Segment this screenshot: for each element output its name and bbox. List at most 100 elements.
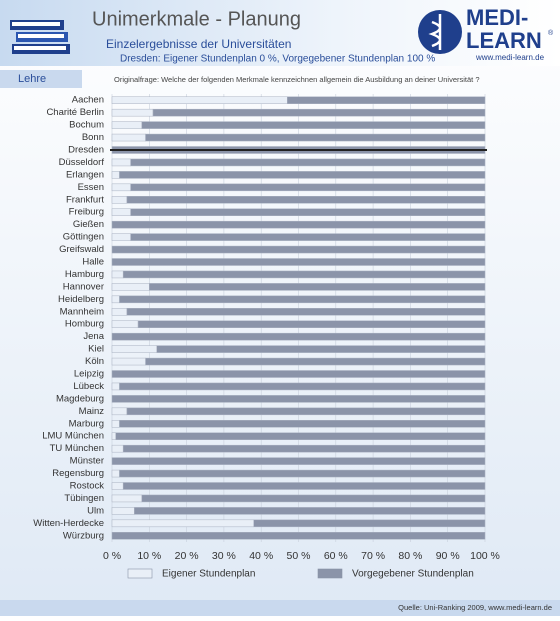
- y-tick-label: Erlangen: [66, 169, 104, 180]
- bar-segment: [253, 519, 486, 528]
- x-tick-label: 50 %: [287, 550, 311, 562]
- y-tick-label: Homburg: [65, 319, 104, 330]
- bar-segment: [149, 283, 486, 291]
- y-tick-label: Aachen: [72, 95, 104, 106]
- bar-segment: [111, 345, 158, 353]
- bar-segment: [111, 96, 288, 104]
- bar-segment: [111, 183, 131, 192]
- bar-segment: [122, 482, 486, 490]
- bar-segment: [111, 270, 124, 279]
- bar-segment: [111, 457, 486, 465]
- y-tick-label: Gießen: [73, 219, 104, 230]
- bar-segment: [156, 345, 486, 353]
- bar-segment: [126, 308, 486, 316]
- y-tick-label: Dresden: [68, 145, 104, 156]
- bar-segment: [111, 532, 486, 540]
- bar-segment: [119, 295, 486, 304]
- y-tick-label: Magdeburg: [56, 393, 104, 404]
- y-tick-label: Mainz: [79, 406, 105, 417]
- y-tick-label: Mannheim: [60, 306, 104, 317]
- y-tick-label: LMU München: [42, 431, 104, 442]
- y-tick-label: Würzburg: [63, 530, 104, 541]
- bar-segment: [111, 258, 486, 266]
- y-tick-label: Hannover: [63, 281, 104, 292]
- highlight-text: Dresden: Eigener Stundenplan 0 %, Vorgeg…: [120, 54, 435, 65]
- bar-segment: [111, 420, 120, 428]
- bar-segment: [141, 494, 486, 503]
- question: Originalfrage: Welche der folgenden Merk…: [114, 75, 480, 84]
- y-tick-label: Hamburg: [65, 269, 104, 280]
- bar-segment: [111, 494, 143, 503]
- section-band: [0, 70, 82, 88]
- y-tick-label: Charité Berlin: [46, 107, 104, 118]
- bar-segment: [152, 108, 486, 117]
- bar-segment: [122, 444, 486, 453]
- bar-segment: [130, 208, 486, 216]
- y-tick-label: Ulm: [87, 505, 104, 516]
- header-band: [0, 0, 560, 66]
- bar-segment: [111, 108, 154, 117]
- logo-mark: ®: [548, 29, 554, 37]
- logo-caduceus: [428, 14, 442, 50]
- y-tick-label: Greifswald: [59, 244, 104, 255]
- x-tick-label: 90 %: [436, 550, 460, 562]
- y-tick-label: Heidelberg: [58, 294, 104, 305]
- x-tick-label: 10 %: [137, 550, 161, 562]
- bar-segment: [111, 133, 146, 142]
- bar-segment: [111, 121, 143, 129]
- bar-segment: [111, 469, 120, 478]
- y-tick-label: Göttingen: [63, 232, 104, 243]
- bar-segment: [115, 432, 486, 440]
- bar-segment: [134, 507, 486, 515]
- bar-segment: [111, 370, 486, 378]
- x-tick-label: 60 %: [324, 550, 348, 562]
- y-tick-label: Leipzig: [74, 369, 104, 380]
- legend-label: Eigener Stundenplan: [162, 569, 255, 580]
- bar-segment: [111, 158, 131, 167]
- bar-segment: [122, 270, 486, 279]
- x-tick-label: 100 %: [470, 550, 500, 562]
- bar-segment: [111, 407, 128, 416]
- bar-segment: [111, 233, 131, 241]
- bar-segment: [111, 208, 131, 216]
- bar-segment: [111, 308, 128, 316]
- legend-label: Vorgegebener Stundenplan: [352, 569, 474, 580]
- bar-segment: [126, 196, 486, 204]
- bar-segment: [111, 196, 128, 204]
- legend-swatch: [127, 568, 153, 579]
- x-tick-label: 0 %: [103, 550, 121, 562]
- bar-segment: [111, 482, 124, 490]
- bar-segment: [111, 295, 120, 304]
- bar-segment: [111, 444, 124, 453]
- y-tick-label: Bonn: [82, 132, 104, 143]
- y-tick-label: Rostock: [70, 481, 105, 492]
- y-tick-label: Jena: [83, 331, 104, 342]
- bar-segment: [111, 320, 139, 328]
- y-tick-label: Regensburg: [52, 468, 104, 479]
- y-tick-label: Münster: [70, 456, 104, 467]
- bar-segment: [111, 357, 146, 366]
- bar-segment: [111, 220, 486, 229]
- legend-swatch: [317, 568, 343, 579]
- bar-segment: [141, 121, 486, 129]
- section: Lehre: [18, 73, 46, 85]
- x-tick-label: 40 %: [249, 550, 273, 562]
- x-tick-label: 70 %: [361, 550, 385, 562]
- y-tick-label: Halle: [82, 257, 104, 268]
- logo-url: www.medi-learn.de: [475, 53, 545, 62]
- bar-segment: [111, 519, 254, 528]
- y-tick-label: Witten-Herdecke: [33, 518, 104, 529]
- source: Quelle: Uni-Ranking 2009, www.medi-learn…: [398, 603, 552, 612]
- bar-segment: [126, 407, 486, 416]
- bar-segment: [111, 332, 486, 341]
- y-tick-label: TU München: [50, 443, 104, 454]
- bar-segment: [111, 382, 120, 391]
- bar-segment: [137, 320, 486, 328]
- books-icon: [10, 20, 70, 54]
- bar-segment: [130, 158, 486, 167]
- y-tick-label: Frankfurt: [66, 194, 104, 205]
- y-tick-label: Düsseldorf: [59, 157, 105, 168]
- bar-segment: [111, 283, 150, 291]
- bar-segment: [130, 183, 486, 192]
- x-tick-label: 80 %: [398, 550, 422, 562]
